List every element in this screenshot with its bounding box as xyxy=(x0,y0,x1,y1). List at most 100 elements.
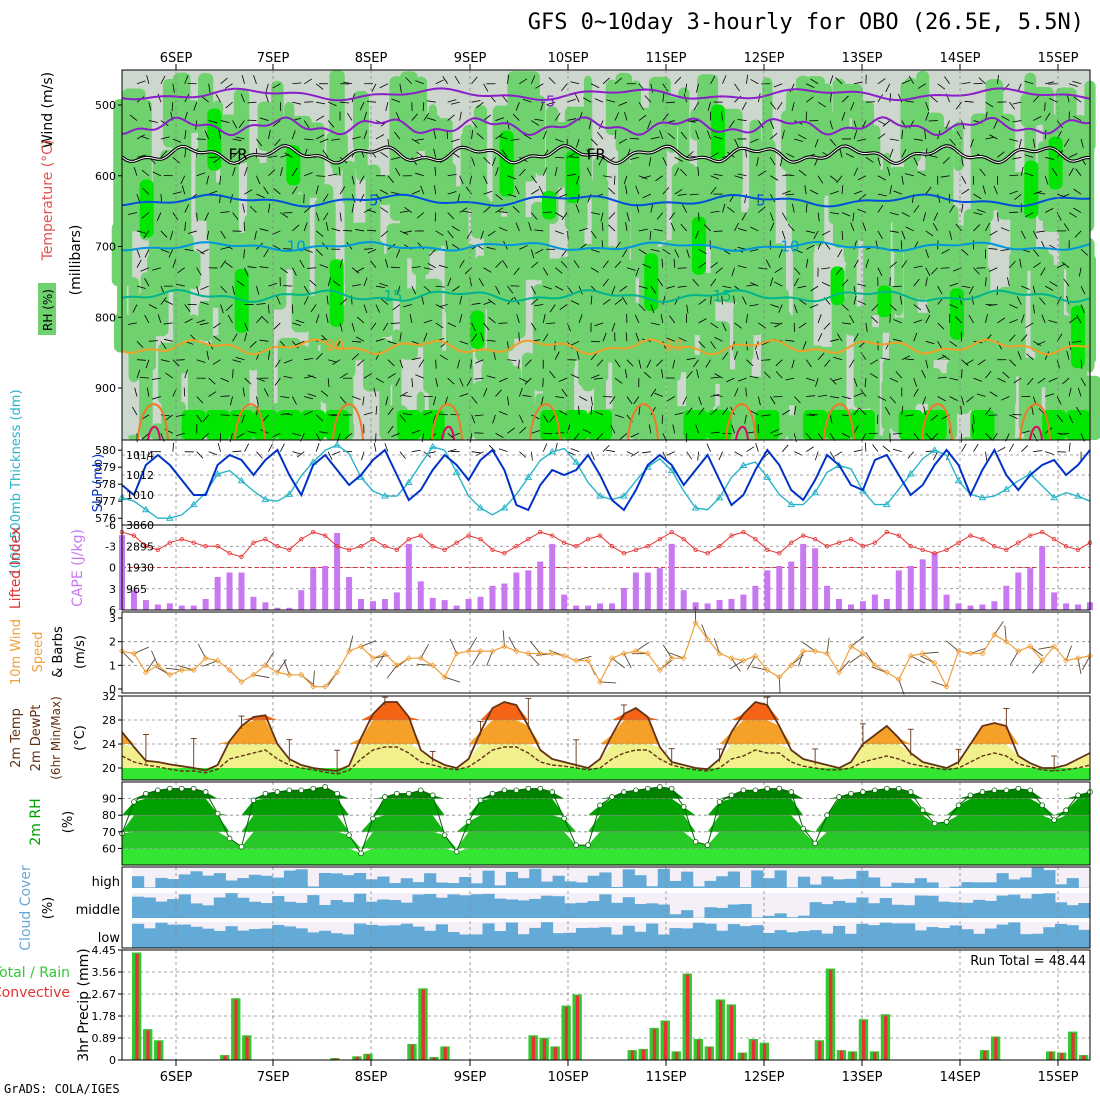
cloud-cover-block xyxy=(809,930,822,948)
wind-barb xyxy=(727,206,735,213)
rh-mid-patch xyxy=(581,349,595,392)
wind-barb xyxy=(710,175,720,180)
wind-barb xyxy=(172,259,177,268)
wind-barb xyxy=(535,83,544,89)
cloud-cover-block xyxy=(622,925,635,948)
cloud-cover-block xyxy=(797,931,811,948)
wind-barb xyxy=(483,114,491,121)
wind-barb xyxy=(578,396,588,402)
wind-barb xyxy=(243,249,245,259)
cloud-cover-block xyxy=(891,923,904,948)
wind-barb xyxy=(649,230,652,240)
thickness-marker xyxy=(572,458,581,465)
rh-mid-patch xyxy=(939,126,954,237)
wind-barb xyxy=(480,332,484,342)
surface-wind-barb xyxy=(801,641,816,652)
wind-barb xyxy=(650,83,654,93)
cloud-cover-block xyxy=(330,873,343,888)
cape-bar xyxy=(190,605,197,610)
wind-speed-marker xyxy=(680,655,687,662)
wind-barb xyxy=(573,433,580,441)
wind-speed-marker xyxy=(429,662,436,669)
cloud-cover-block xyxy=(424,893,437,918)
wind-barb xyxy=(1076,406,1082,416)
cloud-cover-block xyxy=(1078,929,1091,948)
rh-marker xyxy=(656,784,663,790)
rh-high-patch xyxy=(588,410,613,440)
lifted-index-marker xyxy=(741,529,746,535)
cloud-cover-block xyxy=(914,930,927,948)
surface-wind-barb xyxy=(276,659,287,673)
wind-barb xyxy=(469,277,472,287)
wind-barb xyxy=(940,267,950,269)
wind-barb xyxy=(805,96,814,103)
cloud-cover-block xyxy=(681,871,694,888)
cape-bar xyxy=(728,598,735,610)
rh-mid-patch xyxy=(1023,357,1037,440)
wind-speed-marker xyxy=(345,648,353,655)
wind-barb xyxy=(871,304,879,312)
wind-barb xyxy=(435,79,444,85)
li-tick-label: 6 xyxy=(109,604,116,617)
wind-barb xyxy=(542,314,546,323)
wind-barb xyxy=(710,408,718,416)
wind-barb xyxy=(806,377,815,382)
rh-high-patch xyxy=(541,191,556,220)
wind-barb xyxy=(356,316,365,324)
wind-barb xyxy=(235,136,245,140)
wind-speed-marker xyxy=(381,650,388,657)
thickness-marker xyxy=(596,492,604,499)
wind-speed-marker xyxy=(1015,648,1022,655)
wind-axis-label: Wind (m/s) xyxy=(40,72,56,148)
surface-wind-barb xyxy=(798,651,804,667)
wind-barb xyxy=(514,185,520,195)
wind-barb xyxy=(1020,166,1024,176)
wind-barb xyxy=(555,230,564,235)
wind-barb xyxy=(196,396,204,404)
wind-barb xyxy=(710,295,712,305)
wind-barb xyxy=(982,185,986,195)
rh-marker xyxy=(131,799,137,805)
wind-barb xyxy=(495,260,503,269)
wind-barb xyxy=(438,304,448,308)
precip-convective-bar xyxy=(674,1052,679,1060)
wind-barb xyxy=(220,120,230,124)
wind-barb xyxy=(280,212,289,218)
rh-tick-label: 80 xyxy=(102,809,116,822)
cloud-cover-block xyxy=(786,917,799,918)
wind-speed-marker xyxy=(919,650,926,657)
wind-barb xyxy=(829,138,837,147)
wind-speed-marker xyxy=(274,669,281,676)
wind-barb xyxy=(853,81,863,85)
wind-barb xyxy=(960,405,962,415)
wind-barb xyxy=(710,152,719,158)
wind-barb xyxy=(567,173,577,177)
cape-bar xyxy=(381,598,388,610)
wind-speed-marker xyxy=(585,657,592,664)
cloud-cover-block xyxy=(669,880,682,888)
lifted-index-marker xyxy=(573,544,579,549)
rh-high-patch xyxy=(540,410,565,440)
surface-wind-barb xyxy=(283,659,290,675)
cloud-cover-block xyxy=(213,897,226,918)
wind-barb xyxy=(817,352,825,360)
surface-wind-barb xyxy=(898,679,905,695)
wind-barb xyxy=(559,410,568,416)
cloud-cover-block xyxy=(529,898,542,918)
cloud-cover-block xyxy=(634,931,647,948)
wind-barb xyxy=(889,277,891,287)
cloud-cover-block xyxy=(552,875,565,888)
cloud-cover-block xyxy=(575,902,589,918)
wind-barb xyxy=(590,267,599,273)
precip-convective-bar xyxy=(234,999,238,1060)
cloud-cover-block xyxy=(552,933,565,948)
wind-speed-marker xyxy=(178,667,185,674)
surface-wind-barb xyxy=(1038,645,1055,650)
top-date-label: 10SEP xyxy=(548,51,589,66)
cloud-cover-block xyxy=(447,932,460,948)
wind-barb xyxy=(596,432,604,440)
wind-speed-marker xyxy=(704,636,711,643)
cloud-cover-block xyxy=(225,926,238,948)
wind-tick-label: 1 xyxy=(109,659,116,672)
cloud-cover-block xyxy=(178,894,191,918)
